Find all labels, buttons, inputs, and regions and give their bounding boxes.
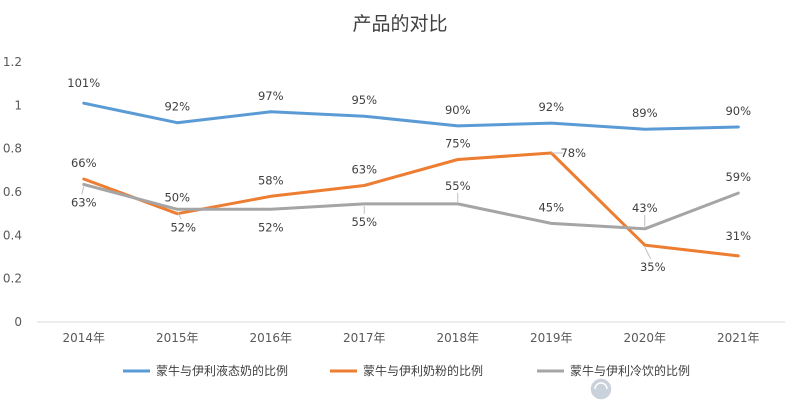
snowball-logo-icon [589,377,613,401]
y-tick-label: 0.4 [3,228,22,242]
data-label: 90% [445,103,471,117]
data-label: 45% [538,200,564,214]
data-label: 90% [725,104,751,118]
chart-title: 产品的对比 [352,13,447,35]
x-tick-label: 2020年 [623,331,666,345]
y-tick-label: 0 [14,315,22,329]
data-label: 97% [258,89,284,103]
data-label: 95% [351,93,377,107]
data-label: 58% [258,173,284,187]
x-tick-label: 2019年 [530,331,573,345]
data-label: 78% [560,146,586,160]
y-tick-label: 0.8 [3,142,22,156]
y-tick-label: 1 [14,98,22,112]
y-tick-label: 1.2 [3,55,22,69]
data-label: 63% [351,163,377,177]
data-label: 52% [170,220,196,234]
data-label-leader [81,186,85,195]
data-label: 66% [71,156,97,170]
legend: 蒙牛与伊利液态奶的比例 蒙牛与伊利奶粉的比例 蒙牛与伊利冷饮的比例 [123,363,690,378]
series-line-3 [82,182,740,231]
data-label: 31% [725,229,751,243]
data-label: 50% [164,191,190,205]
data-label: 92% [164,100,190,114]
x-tick-label: 2017年 [343,331,386,345]
data-label: 55% [445,179,471,193]
series-line-1 [82,101,740,131]
legend-label-3: 蒙牛与伊利冷饮的比例 [570,363,690,378]
data-label: 59% [725,170,751,184]
x-tick-label: 2015年 [156,331,199,345]
watermark-site: 雪球 [617,381,652,401]
data-label: 75% [445,137,471,151]
data-label: 63% [71,195,97,209]
plot-area: 0 0.2 0.4 0.6 0.8 1 1.2 2014年 2015年 2016年 2017年 201… [3,55,785,345]
data-label: 43% [632,201,658,215]
legend-label-2: 蒙牛与伊利奶粉的比例 [363,363,483,378]
y-tick-label: 0.6 [3,185,22,199]
data-label-leader [176,211,182,220]
watermark: 雪球 : 知行始成 [589,377,740,401]
data-label: 89% [632,106,658,120]
x-tick-label: 2014年 [62,331,105,345]
legend-label-1: 蒙牛与伊利液态奶的比例 [156,363,288,378]
data-label: 35% [640,260,666,274]
data-label-leader [644,246,652,260]
data-label: 92% [538,100,564,114]
x-tick-label: 2018年 [436,331,479,345]
watermark-separator: : [657,381,664,401]
y-tick-label: 0.2 [3,272,22,286]
x-tick-label: 2016年 [249,331,292,345]
data-label: 52% [258,220,284,234]
x-tick-label: 2021年 [717,331,760,345]
data-label: 55% [351,215,377,229]
data-label: 101% [67,76,100,90]
watermark-author: 知行始成 [671,380,740,401]
